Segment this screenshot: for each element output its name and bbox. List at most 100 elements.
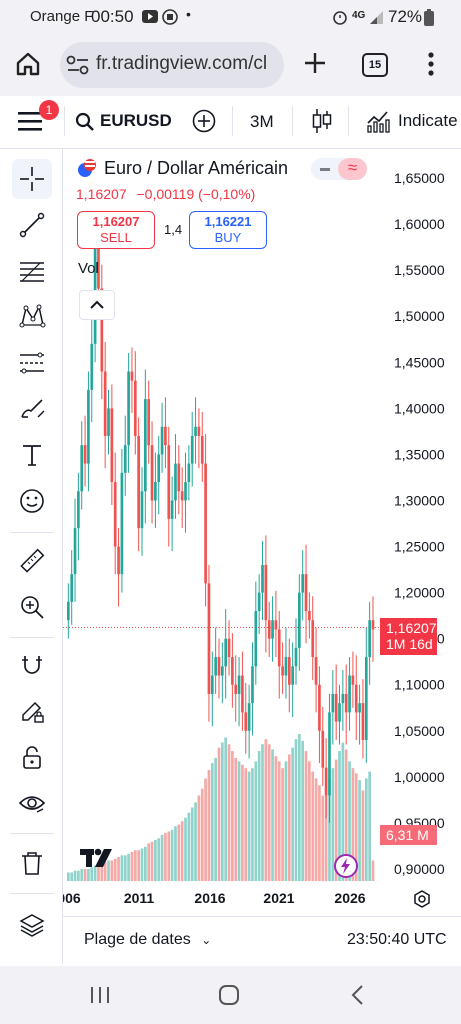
fib-retracement-icon[interactable]	[12, 251, 52, 291]
volume-bar	[321, 795, 325, 881]
candle-body	[214, 657, 217, 676]
candle-body	[97, 242, 100, 289]
date-range-label: Plage de dates	[84, 931, 191, 948]
volume-bar	[194, 802, 197, 881]
indicators-icon[interactable]	[366, 109, 390, 138]
home-icon[interactable]	[14, 50, 42, 83]
carrier: Orange F	[30, 8, 94, 25]
candle-body	[73, 528, 77, 575]
candle-body	[184, 482, 187, 501]
candle-body	[107, 408, 110, 436]
candlestick-type-icon[interactable]	[311, 107, 333, 140]
hamburger-menu-icon[interactable]	[18, 110, 44, 137]
candle-body	[348, 675, 351, 713]
brush-icon[interactable]	[12, 389, 52, 429]
volume-bar	[180, 821, 184, 881]
candle-body	[261, 564, 264, 593]
crosshair-icon[interactable]	[12, 159, 52, 199]
wave-icon[interactable]: ≈	[338, 158, 367, 180]
new-tab-icon[interactable]	[302, 50, 328, 81]
y-axis-tick-label: 1,00000	[394, 769, 445, 785]
candle-body	[257, 592, 261, 612]
volume-bar	[214, 757, 217, 881]
volume-bar	[331, 768, 335, 881]
candle-body	[287, 657, 291, 685]
buy-button[interactable]: 1,16221 BUY	[189, 211, 267, 249]
recent-apps-icon[interactable]	[89, 985, 111, 1010]
chart-pane[interactable]: 1,65000 1,60000 1,55000 1,50000 1,45000 1,400…	[63, 149, 461, 915]
settings-icon[interactable]	[412, 889, 432, 914]
volume-bar	[318, 785, 321, 881]
compare-add-icon[interactable]	[192, 109, 216, 138]
volume-bar	[207, 769, 211, 881]
trend-line-icon[interactable]	[12, 205, 52, 245]
legend-change: −0,00119 (−0,10%)	[136, 186, 256, 202]
volume-bar	[234, 757, 238, 881]
volume-bar	[144, 846, 147, 881]
emoji-icon[interactable]	[12, 481, 52, 521]
url-field[interactable]	[60, 42, 284, 88]
candle-body	[241, 675, 244, 713]
volume-bar	[231, 751, 234, 881]
volume-bar	[167, 831, 171, 881]
candle-body	[217, 657, 221, 676]
eye-icon[interactable]	[12, 783, 52, 823]
ruler-icon[interactable]	[12, 541, 52, 581]
trash-icon[interactable]	[12, 843, 52, 883]
volume-bar	[70, 872, 74, 881]
y-axis-tick-label: 1,45000	[394, 354, 445, 370]
url-text[interactable]: fr.tradingview.com/cl	[96, 53, 268, 74]
search-icon[interactable]	[75, 112, 95, 137]
pattern-icon[interactable]	[12, 297, 52, 337]
drawing-toolbar	[0, 149, 63, 965]
tradingview-logo[interactable]	[79, 845, 119, 874]
legend-toggle[interactable]: ≈	[311, 158, 367, 180]
candle-body	[140, 491, 144, 529]
legend-title[interactable]: Euro / Dollar Américain	[104, 158, 289, 178]
unlock-icon[interactable]	[12, 737, 52, 777]
date-range-button[interactable]: Plage de dates ⌄	[84, 931, 211, 949]
candle-body	[167, 445, 171, 519]
magnet-icon[interactable]	[12, 645, 52, 685]
home-button-icon[interactable]	[218, 984, 240, 1011]
candle-body	[187, 463, 191, 483]
candle-body	[200, 435, 204, 464]
browser-url-bar: fr.tradingview.com/cl 15	[0, 36, 461, 96]
volume-bar	[328, 778, 331, 881]
volume-bar	[338, 751, 341, 881]
volume-bar	[103, 862, 107, 881]
symbol-button[interactable]: EURUSD	[100, 111, 172, 130]
y-axis-tick-label: 1,30000	[394, 492, 445, 508]
candle-body	[70, 574, 74, 602]
lock-drawing-icon[interactable]	[12, 691, 52, 731]
indicators-button[interactable]: Indicate	[398, 111, 458, 130]
y-axis-tick-label: 1,65000	[394, 170, 445, 186]
candle-body	[67, 601, 70, 621]
volume-bar	[190, 807, 194, 881]
sell-button[interactable]: 1,16207 SELL	[77, 211, 155, 249]
site-settings-icon[interactable]	[66, 54, 90, 81]
forecasting-icon[interactable]	[12, 343, 52, 383]
volume-bar	[187, 812, 191, 881]
collapse-legend-button[interactable]	[79, 290, 115, 320]
volume-bar	[164, 833, 167, 881]
text-tool-icon[interactable]	[12, 435, 52, 475]
eu-flag-icon	[77, 158, 97, 183]
candle-body	[133, 380, 137, 436]
utc-clock[interactable]: 23:50:40 UTC	[347, 931, 447, 948]
candle-body	[294, 647, 298, 667]
volume-bar	[221, 742, 224, 881]
tab-switcher-button[interactable]: 15	[362, 53, 388, 77]
y-axis-tick-label: 1,25000	[394, 539, 445, 555]
candlestick-chart[interactable]: 1,650001,600001,550001,500001,450001,400…	[63, 149, 461, 915]
volume-bar	[140, 848, 144, 881]
layers-icon[interactable]	[12, 905, 52, 945]
zoom-in-icon[interactable]	[12, 587, 52, 627]
lightning-icon[interactable]	[334, 854, 358, 878]
candle-body	[174, 463, 177, 501]
back-icon[interactable]	[350, 984, 366, 1011]
notification-badge: 1	[39, 100, 59, 120]
interval-button[interactable]: 3M	[250, 112, 274, 131]
status-bar: Orange F 00:50 • 4G 72%	[0, 0, 461, 36]
more-menu-icon[interactable]	[426, 51, 436, 82]
